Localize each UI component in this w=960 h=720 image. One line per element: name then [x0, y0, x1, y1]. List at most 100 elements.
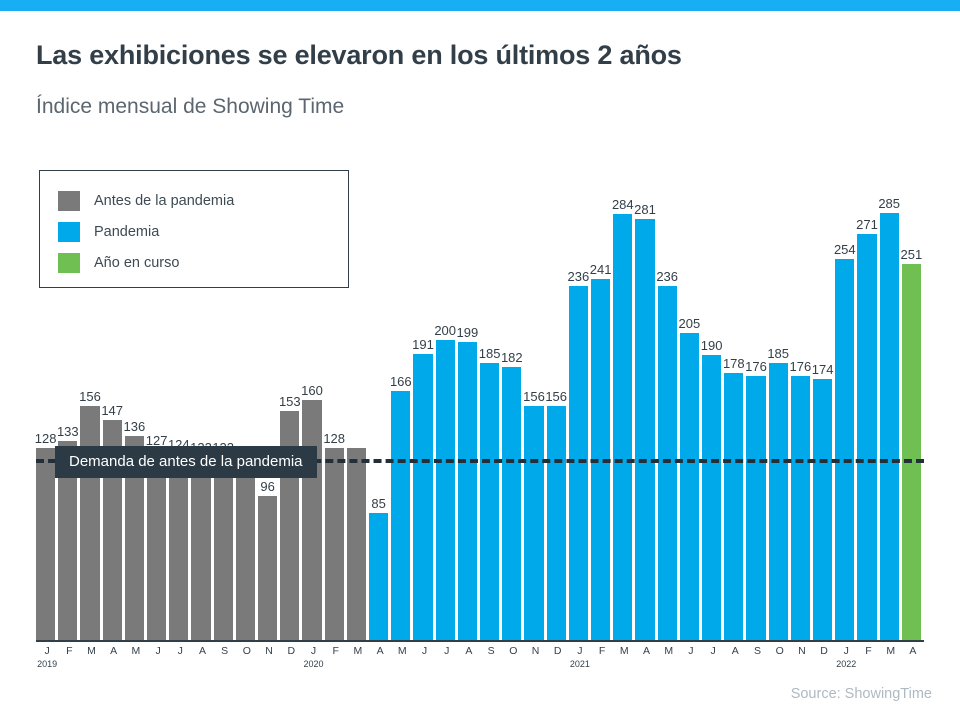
x-tick-13: F: [316, 644, 356, 658]
bar-D-11[interactable]: [280, 410, 300, 640]
legend-item-pre-pandemic: Antes de la pandemia: [58, 185, 348, 216]
bar-fill: [879, 212, 899, 640]
bar-J-5[interactable]: [147, 449, 167, 640]
bar-J-0[interactable]: [36, 448, 56, 640]
x-tick-month: A: [909, 645, 917, 657]
bar-J-24[interactable]: [568, 286, 588, 640]
bar-fill: [613, 214, 633, 640]
legend-swatch-current-year: [58, 252, 80, 273]
bar-N-34[interactable]: [790, 376, 810, 640]
bar-A-19[interactable]: [457, 341, 477, 640]
x-tick-29: J: [671, 644, 711, 658]
x-tick-month: F: [66, 645, 73, 657]
bar-S-8[interactable]: [213, 457, 233, 640]
bar-fill: [324, 448, 344, 640]
bar-J-6[interactable]: [169, 454, 189, 640]
bar-fill: [258, 496, 278, 640]
x-tick-month: J: [688, 645, 694, 657]
bar-fill: [746, 376, 766, 640]
bar-fill: [768, 362, 788, 640]
bar-value-label: 128: [323, 431, 346, 446]
bar-O-33[interactable]: [768, 362, 788, 640]
bar-S-32[interactable]: [746, 376, 766, 640]
x-tick-month: J: [177, 645, 183, 657]
bar-value-label: 85: [371, 495, 386, 511]
x-tick-12: J 2020: [294, 644, 334, 670]
x-tick-month: O: [509, 645, 518, 657]
legend-item-pandemic: Pandemia: [58, 216, 348, 247]
bar-value-label: 176: [789, 359, 812, 374]
bar-M-2[interactable]: [80, 406, 100, 640]
x-tick-month: D: [553, 645, 562, 657]
x-tick-month: M: [397, 645, 407, 657]
x-tick-month: J: [155, 645, 161, 657]
x-tick-month: O: [242, 645, 251, 657]
bar-value-label: 127: [145, 432, 168, 448]
bar-F-37[interactable]: [857, 233, 877, 640]
x-tick-month: J: [444, 645, 450, 657]
bar-M-38[interactable]: [879, 212, 899, 640]
bar-M-28[interactable]: [657, 286, 677, 640]
bar-fill: [124, 436, 144, 640]
bar-M-26[interactable]: [613, 214, 633, 640]
bar-value-label: 156: [545, 389, 568, 404]
x-tick-month: S: [487, 645, 495, 657]
bar-D-35[interactable]: [813, 379, 833, 640]
bar-fill: [80, 406, 100, 640]
bar-fill: [702, 355, 722, 640]
bar-fill: [169, 454, 189, 640]
x-tick-month: M: [131, 645, 141, 657]
bar-value-label: 147: [101, 402, 124, 418]
x-tick-10: N: [249, 644, 289, 658]
bar-value-label: 251: [900, 246, 923, 262]
bar-F-1[interactable]: [58, 440, 78, 640]
x-tick-18: J: [427, 644, 467, 658]
x-tick-11: D: [271, 644, 311, 658]
x-tick-month: M: [619, 645, 629, 657]
legend-swatch-pandemic: [58, 221, 80, 242]
x-tick-36: J 2022: [826, 644, 866, 670]
bar-J-29[interactable]: [679, 332, 699, 640]
bar-value-label: 156: [523, 389, 545, 404]
bar-A-39[interactable]: [901, 263, 921, 640]
bar-J-36[interactable]: [835, 259, 855, 640]
x-tick-month: N: [798, 645, 806, 657]
bar-A-7[interactable]: [191, 457, 211, 640]
bar-D-23[interactable]: [546, 406, 566, 640]
bar-M-16[interactable]: [391, 391, 411, 640]
bar-A-15[interactable]: [369, 512, 389, 640]
x-tick-month: A: [465, 645, 473, 657]
page-subtitle: Índice mensual de Showing Time: [36, 95, 345, 118]
x-tick-month: M: [353, 645, 363, 657]
x-tick-month: A: [642, 645, 650, 657]
bar-value-label: 241: [589, 261, 612, 277]
bar-O-9[interactable]: [235, 457, 255, 640]
bar-S-20[interactable]: [480, 362, 500, 640]
x-tick-27: A: [627, 644, 667, 658]
bar-M-14[interactable]: [346, 448, 366, 640]
bar-J-18[interactable]: [435, 340, 455, 640]
bar-O-21[interactable]: [502, 367, 522, 640]
x-tick-year: 2020: [303, 659, 324, 669]
bar-fill: [546, 406, 566, 640]
bar-N-10[interactable]: [258, 496, 278, 640]
bar-N-22[interactable]: [524, 406, 544, 640]
bar-J-17[interactable]: [413, 353, 433, 640]
bar-value-label: 166: [389, 374, 412, 389]
legend-label-pre-pandemic: Antes de la pandemia: [94, 192, 235, 209]
bar-F-13[interactable]: [324, 448, 344, 640]
x-tick-month: S: [753, 645, 761, 657]
bar-value-label: 178: [722, 356, 745, 371]
bar-M-4[interactable]: [124, 436, 144, 640]
bar-value-label: 176: [745, 359, 767, 374]
bar-fill: [191, 457, 211, 640]
x-axis-labels: J 2019 F M A M J J A S O N D J 2020 F M A M J J A S O N D J 2021 F M A…: [36, 644, 924, 680]
x-tick-17: J: [405, 644, 445, 658]
bar-fill: [58, 440, 78, 640]
x-tick-15: A: [360, 644, 400, 658]
bar-A-31[interactable]: [724, 373, 744, 640]
x-tick-22: N: [516, 644, 556, 658]
x-tick-month: D: [287, 645, 296, 657]
bar-J-30[interactable]: [702, 355, 722, 640]
bar-A-27[interactable]: [635, 218, 655, 640]
